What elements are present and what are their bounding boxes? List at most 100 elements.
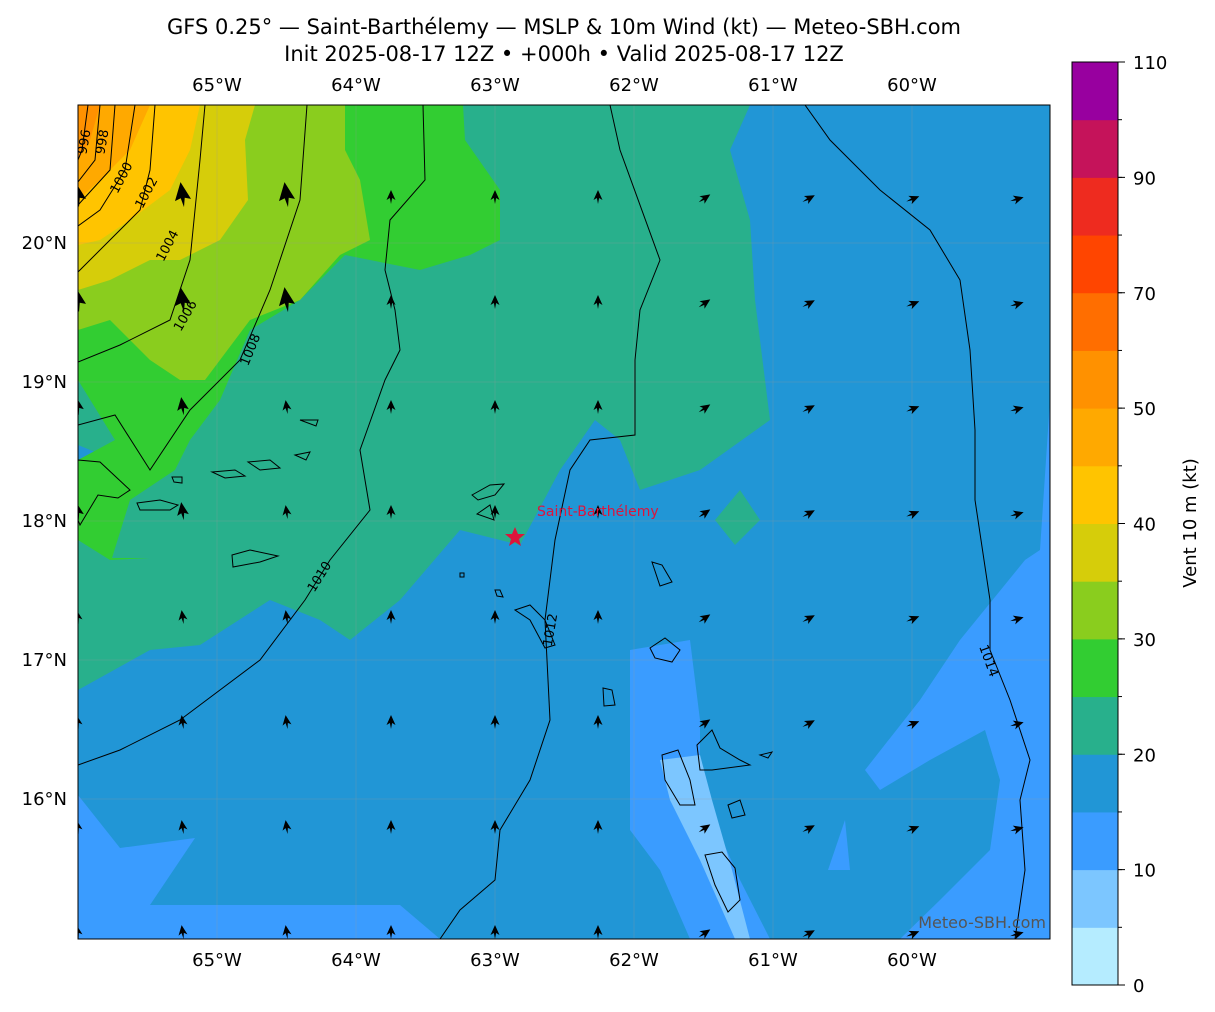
- colorbar-band: [1072, 523, 1118, 582]
- isobar-label: 996: [75, 128, 94, 155]
- wind-arrow: [802, 720, 815, 729]
- wind-arrow: [906, 720, 920, 730]
- colorbar-band: [1072, 465, 1118, 524]
- wind-arrow: [490, 190, 500, 204]
- wind-arrow: [906, 825, 920, 835]
- isobar: [78, 105, 426, 766]
- lon-label: 64°W: [331, 950, 381, 971]
- lat-label: 19°N: [22, 372, 67, 393]
- wind-arrow: [282, 715, 292, 729]
- wind-arrow: [177, 502, 189, 521]
- wind-arrow: [386, 820, 396, 834]
- wind-arrow: [698, 194, 711, 204]
- wind-arrow: [698, 824, 711, 834]
- wind-field-10-15: [78, 795, 440, 939]
- isobar: [78, 105, 89, 161]
- wind-arrow: [490, 505, 500, 519]
- lon-label: 61°W: [748, 75, 798, 96]
- wind-arrow: [1010, 405, 1024, 415]
- wind-arrow: [802, 510, 815, 519]
- colorbar-label: Vent 10 m (kt): [1180, 458, 1201, 588]
- lat-label: 18°N: [22, 511, 67, 532]
- wind-arrow: [386, 190, 396, 204]
- wind-arrow: [174, 182, 192, 208]
- wind-arrow: [698, 614, 711, 624]
- colorbar-band: [1072, 292, 1118, 351]
- wind-arrow: [802, 930, 815, 939]
- wind-arrow: [386, 925, 396, 939]
- colorbar-band: [1072, 869, 1118, 928]
- isobar: [78, 105, 116, 206]
- lat-label: 16°N: [22, 789, 67, 810]
- wind-arrow: [490, 820, 500, 834]
- colorbar-tick-label: 90: [1133, 168, 1156, 189]
- colorbar-band: [1072, 696, 1118, 755]
- wind-arrow: [490, 715, 500, 729]
- wind-field-5-10: [660, 755, 750, 939]
- colorbar: 0 10 20 30 40 50 70 90 110: [1071, 53, 1167, 997]
- colorbar-band: [1072, 235, 1118, 294]
- wind-arrow: [1010, 510, 1024, 520]
- wind-arrow: [698, 299, 711, 309]
- wind-arrow: [906, 930, 920, 939]
- wind-arrow: [593, 400, 603, 414]
- isobar: [78, 105, 136, 227]
- graticule: [78, 105, 1050, 939]
- wind-arrow: [282, 505, 292, 519]
- lon-label: 60°W: [887, 75, 937, 96]
- lon-label: 63°W: [470, 75, 520, 96]
- location-marker: [505, 527, 525, 546]
- wind-arrow: [278, 182, 296, 208]
- colorbar-tick-label: 50: [1133, 399, 1156, 420]
- wind-arrow: [593, 715, 603, 729]
- wind-arrow: [490, 400, 500, 414]
- wind-arrow: [174, 287, 192, 313]
- wind-arrow: [1010, 300, 1024, 310]
- wind-arrow: [386, 505, 396, 519]
- isobar: [78, 105, 308, 471]
- wind-arrow: [906, 195, 920, 205]
- lon-label: 64°W: [331, 75, 381, 96]
- wind-arrow: [802, 405, 815, 414]
- lon-label: 62°W: [609, 75, 659, 96]
- lon-label: 63°W: [470, 950, 520, 971]
- wind-arrow: [698, 509, 711, 519]
- wind-arrow: [386, 400, 396, 414]
- colorbar-band: [1072, 811, 1118, 871]
- colorbar-band: [1072, 408, 1118, 467]
- wind-arrow: [593, 925, 603, 939]
- wind-arrow: [906, 300, 920, 310]
- colorbar-tick-label: 30: [1133, 630, 1156, 651]
- wind-arrow: [282, 610, 292, 624]
- lon-label: 61°W: [748, 950, 798, 971]
- wind-arrow: [1010, 720, 1024, 730]
- wind-arrow: [1010, 825, 1024, 835]
- lon-label: 62°W: [609, 950, 659, 971]
- isobar: [78, 105, 156, 273]
- colorbar-band: [1072, 927, 1118, 986]
- colorbar-band: [1072, 754, 1118, 813]
- map-frame: [77, 104, 1051, 940]
- wind-field-10-15: [828, 820, 850, 870]
- wind-arrow: [906, 615, 920, 625]
- colorbar-band: [1072, 350, 1118, 409]
- wind-arrow: [490, 610, 500, 624]
- wind-arrow: [282, 820, 292, 834]
- lon-label: 65°W: [192, 950, 242, 971]
- location-label: Saint-Barthélemy: [537, 504, 659, 520]
- wind-arrow: [802, 300, 815, 309]
- wind-arrow: [593, 295, 603, 309]
- wind-arrow: [593, 505, 603, 519]
- isobar: [78, 105, 101, 183]
- colorbar-band: [1072, 177, 1118, 236]
- wind-arrow: [282, 925, 292, 939]
- wind-arrow: [278, 287, 296, 313]
- wind-arrow: [178, 715, 188, 729]
- wind-arrow: [593, 190, 603, 204]
- wind-arrow: [386, 295, 396, 309]
- wind-arrow: [1010, 930, 1024, 939]
- wind-barbs: [78, 182, 1024, 939]
- isobar: [804, 105, 1031, 939]
- title: GFS 0.25° — Saint-Barthélemy — MSLP & 10…: [167, 15, 961, 39]
